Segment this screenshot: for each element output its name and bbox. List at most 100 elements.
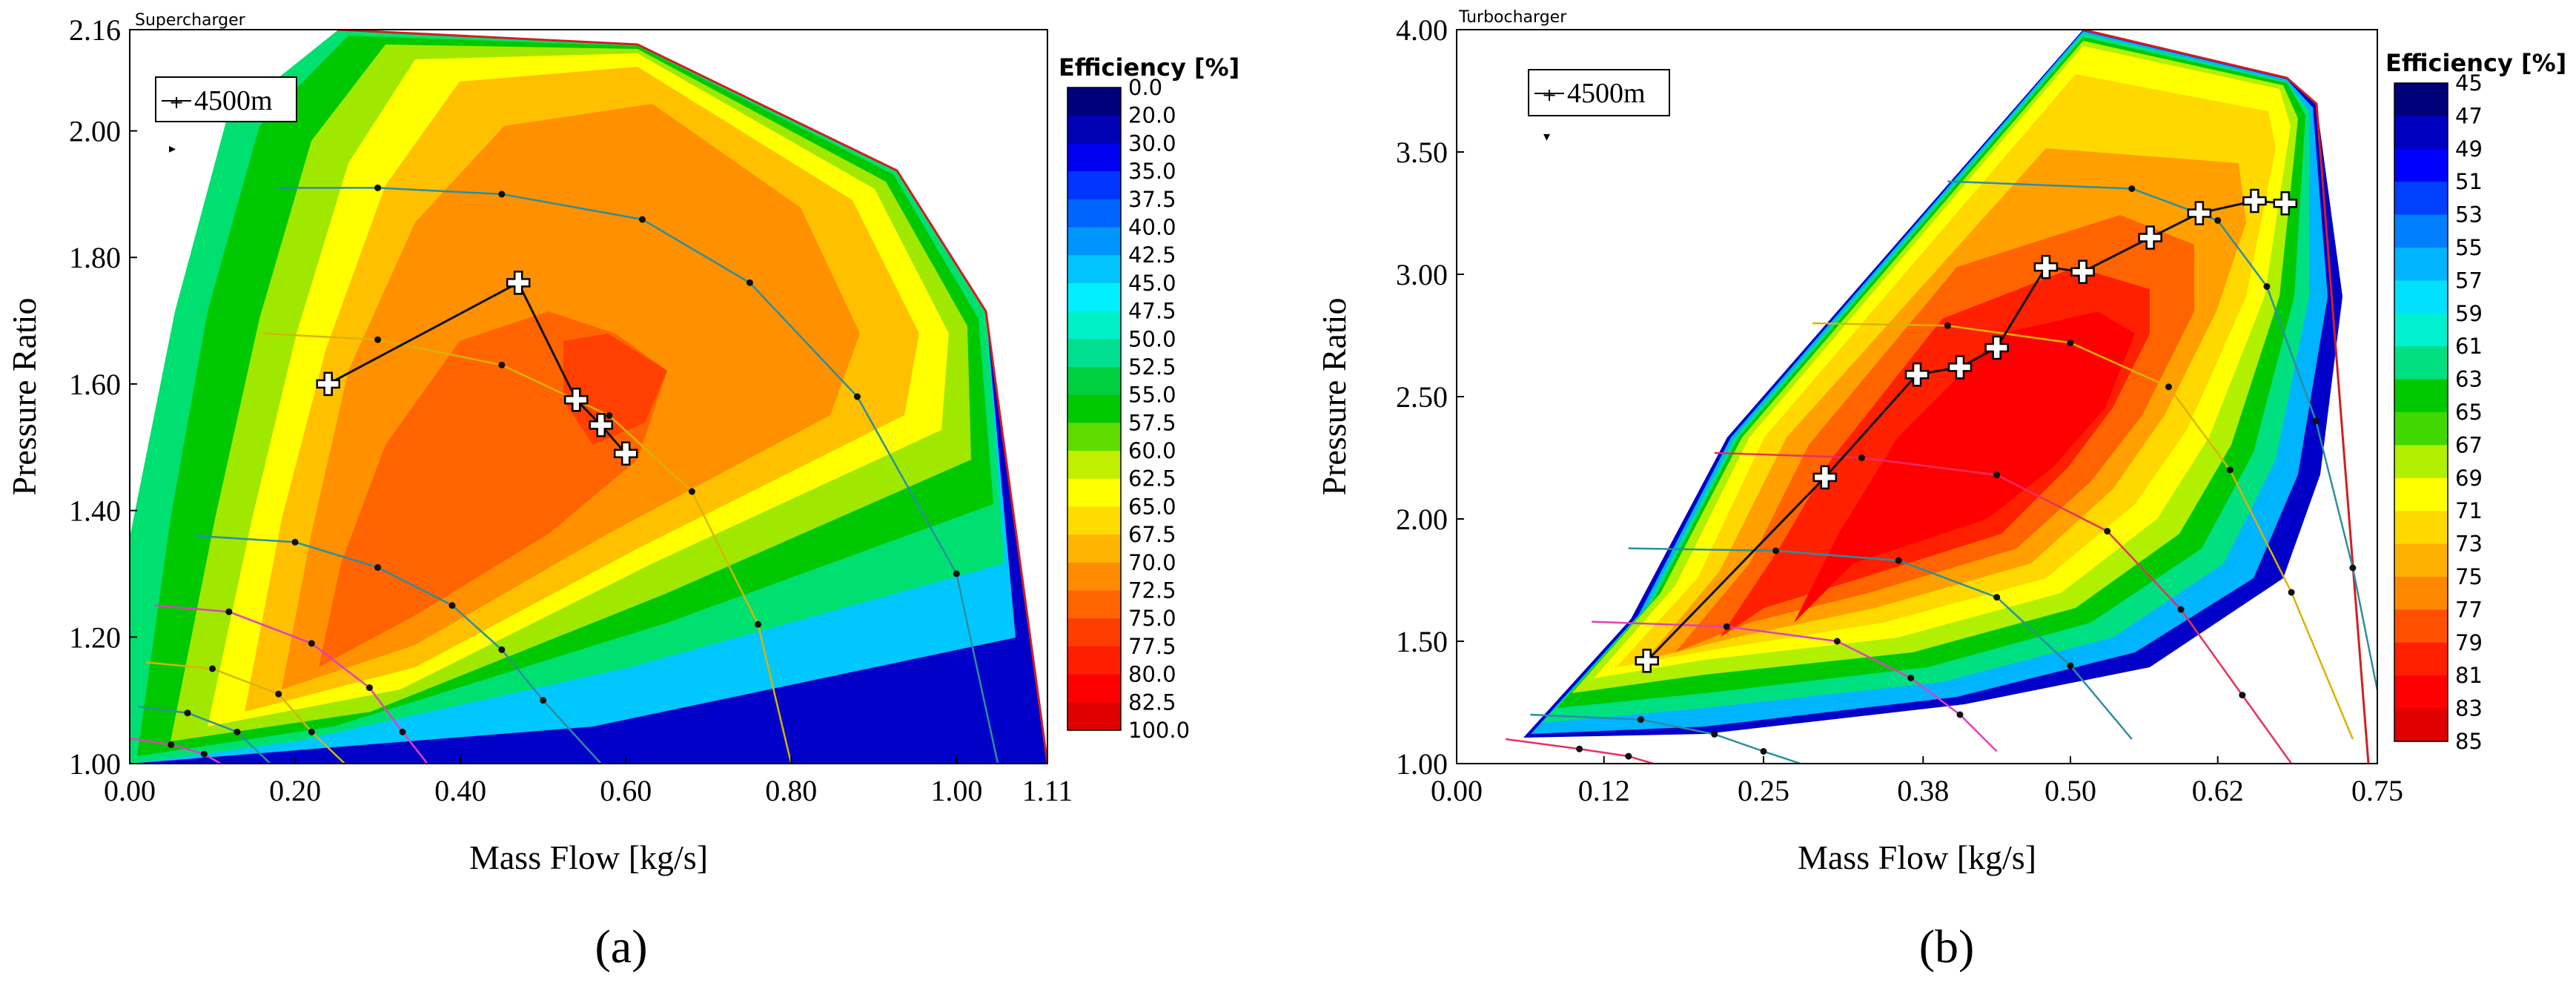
panel-b-speed-line-marker <box>2128 185 2136 192</box>
panel-a-colorbar-label: 72.5 <box>1128 578 1176 603</box>
panel-a-colorbar-swatch <box>1067 423 1121 451</box>
panel-b-ylabel: Pressure Ratio <box>1315 297 1353 495</box>
panel-b-xtick-label: 0.50 <box>2044 774 2096 807</box>
panel-a-supercharger: 0.00 0.20 0.40 0.60 0.80 1.00 1.11 1.00 1.20 1.40… <box>5 11 1239 973</box>
contour-b-81 <box>1794 311 2135 623</box>
panel-a-blank-region <box>130 30 337 534</box>
panel-b-colorbar-label: 71 <box>2455 498 2483 523</box>
panel-b-operating-line <box>1635 188 2298 673</box>
panel-a-data-point <box>613 441 638 466</box>
panel-a-colorbar-label: 65.0 <box>1128 494 1176 519</box>
panel-a-speed-line <box>138 705 271 764</box>
panel-a-colorbar-swatch <box>1067 311 1121 340</box>
panel-b-speed-line <box>1628 547 2133 740</box>
panel-a-colorbar-label: 40.0 <box>1128 214 1176 239</box>
panel-b-colorbar-swatch <box>2394 577 2448 610</box>
panel-a-speed-line-marker <box>234 728 241 735</box>
contour-a-77 <box>563 334 667 445</box>
panel-a-data-point-marker <box>316 371 340 397</box>
panel-a-ticks: 0.00 0.20 0.40 0.60 0.80 1.00 1.11 1.00 1.20 1.40… <box>69 13 1073 807</box>
panel-b-data-point-marker <box>2187 201 2212 225</box>
panel-a-contour-field <box>130 30 1047 764</box>
panel-b-colorbar-label: 75 <box>2455 564 2483 589</box>
panel-b-colorbar-label: 83 <box>2455 696 2483 721</box>
panel-a-colorbar-label: 37.5 <box>1128 187 1176 212</box>
panel-a-speed-line-marker <box>953 570 960 578</box>
panel-a-colorbar-label: 47.5 <box>1128 299 1176 324</box>
panel-a-title: Supercharger <box>135 11 246 30</box>
panel-a-colorbar-swatch <box>1067 535 1121 563</box>
panel-b-data-point <box>1904 363 1930 387</box>
panel-a-ytick-label: 1.20 <box>69 621 121 654</box>
panel-a-colorbar-swatch <box>1067 506 1121 535</box>
panel-b-ytick-label: 3.00 <box>1396 258 1448 291</box>
panel-a-colorbar: 0.0 20.030.0 35.0 37.540.0 42.5 45.0 47.550.0 5… <box>1067 75 1190 743</box>
panel-b-speed-line <box>1506 738 1654 765</box>
panel-b-xtick-label: 0.38 <box>1897 774 1949 807</box>
panel-a-colorbar-swatch <box>1067 87 1121 116</box>
panel-a-caption: (a) <box>595 920 647 973</box>
panel-a-legend-marker: + <box>169 92 184 113</box>
panel-b-data-point <box>1812 465 1838 490</box>
panel-b-data-point-marker <box>1635 649 1659 673</box>
panel-a-ytick-label: 2.00 <box>69 115 121 148</box>
panel-a-colorbar-swatch <box>1067 255 1121 284</box>
panel-b-speed-line-marker <box>2104 528 2111 535</box>
panel-a-colorbar-swatch <box>1067 115 1121 144</box>
panel-b-colorbar-swatch <box>2394 182 2448 216</box>
panel-b-speed-line-marker <box>1907 675 1915 681</box>
panel-b-colorbar-label: 51 <box>2455 169 2483 194</box>
panel-b-colorbar-frame <box>2394 82 2448 742</box>
panel-b-colorbar-swatch <box>2394 543 2448 578</box>
panel-b-data-point <box>2070 259 2095 284</box>
panel-b-speed-line <box>1592 621 1998 752</box>
panel-a-colorbar-swatch <box>1067 702 1121 731</box>
panel-b-data-point-marker <box>2138 225 2162 250</box>
panel-a-speed-line <box>278 187 999 764</box>
panel-b-speed-line-marker <box>2214 216 2222 224</box>
panel-a-speed-line-marker <box>853 393 861 400</box>
panel-a-colorbar-label: 62.5 <box>1128 466 1176 492</box>
panel-b-colorbar-swatch <box>2394 511 2448 545</box>
panel-a-xtick-label: 1.11 <box>1022 774 1073 807</box>
panel-b-ytick-label: 3.50 <box>1396 136 1448 169</box>
panel-a-colorbar-label: 0.0 <box>1128 75 1162 100</box>
panel-b-xtick-label: 0.00 <box>1431 774 1483 807</box>
panel-b-colorbar-label: 85 <box>2455 729 2483 754</box>
panel-a-colorbar-label: 82.5 <box>1128 689 1176 715</box>
panel-b-colorbar-label: 61 <box>2455 334 2483 359</box>
panel-a-speed-line-marker <box>399 728 406 735</box>
panel-a-speed-line-marker <box>374 563 382 571</box>
panel-b-colorbar-swatch <box>2394 477 2448 512</box>
panel-a-colorbar-swatch <box>1067 339 1121 368</box>
panel-b-speed-line-marker <box>2177 606 2185 613</box>
panel-b-speed-line-marker <box>2349 564 2357 572</box>
panel-a-ytick-label: 1.60 <box>69 368 121 401</box>
panel-a-ytick-label: 2.16 <box>69 13 121 47</box>
panel-b-data-point <box>1635 649 1659 673</box>
panel-b-data-point-marker <box>2242 188 2267 214</box>
panel-b-speed-line-marker <box>1711 730 1718 738</box>
panel-a-speed-line-marker <box>225 608 233 615</box>
panel-a-speed-line <box>154 604 428 764</box>
panel-b-colorbar-label: 47 <box>2455 103 2483 128</box>
panel-b-speed-line-marker <box>2288 589 2295 596</box>
panel-a-small-marker: ▸ <box>169 141 176 156</box>
panel-b-ytick-label: 2.00 <box>1396 503 1448 536</box>
panel-b-colorbar-swatch <box>2394 708 2448 742</box>
panel-b-data-point <box>2187 201 2212 225</box>
panel-a-xtick-label: 0.80 <box>765 774 817 807</box>
panel-b-data-point <box>2242 188 2267 214</box>
panel-b-colorbar-label: 45 <box>2455 70 2483 96</box>
panel-a-speed-line-marker <box>275 690 282 698</box>
panel-a-colorbar-swatch <box>1067 646 1121 675</box>
panel-b-speed-line-marker <box>2226 466 2234 474</box>
panel-a-colorbar-swatch <box>1067 366 1121 396</box>
panel-b-colorbar-label: 59 <box>2455 301 2483 326</box>
panel-b-data-point <box>2033 254 2059 279</box>
panel-a-speed-line-marker <box>209 665 216 672</box>
panel-b-colorbar-swatch <box>2394 412 2448 446</box>
panel-b-data-point <box>1947 355 1973 380</box>
panel-a-ytick-label: 1.00 <box>69 747 121 781</box>
